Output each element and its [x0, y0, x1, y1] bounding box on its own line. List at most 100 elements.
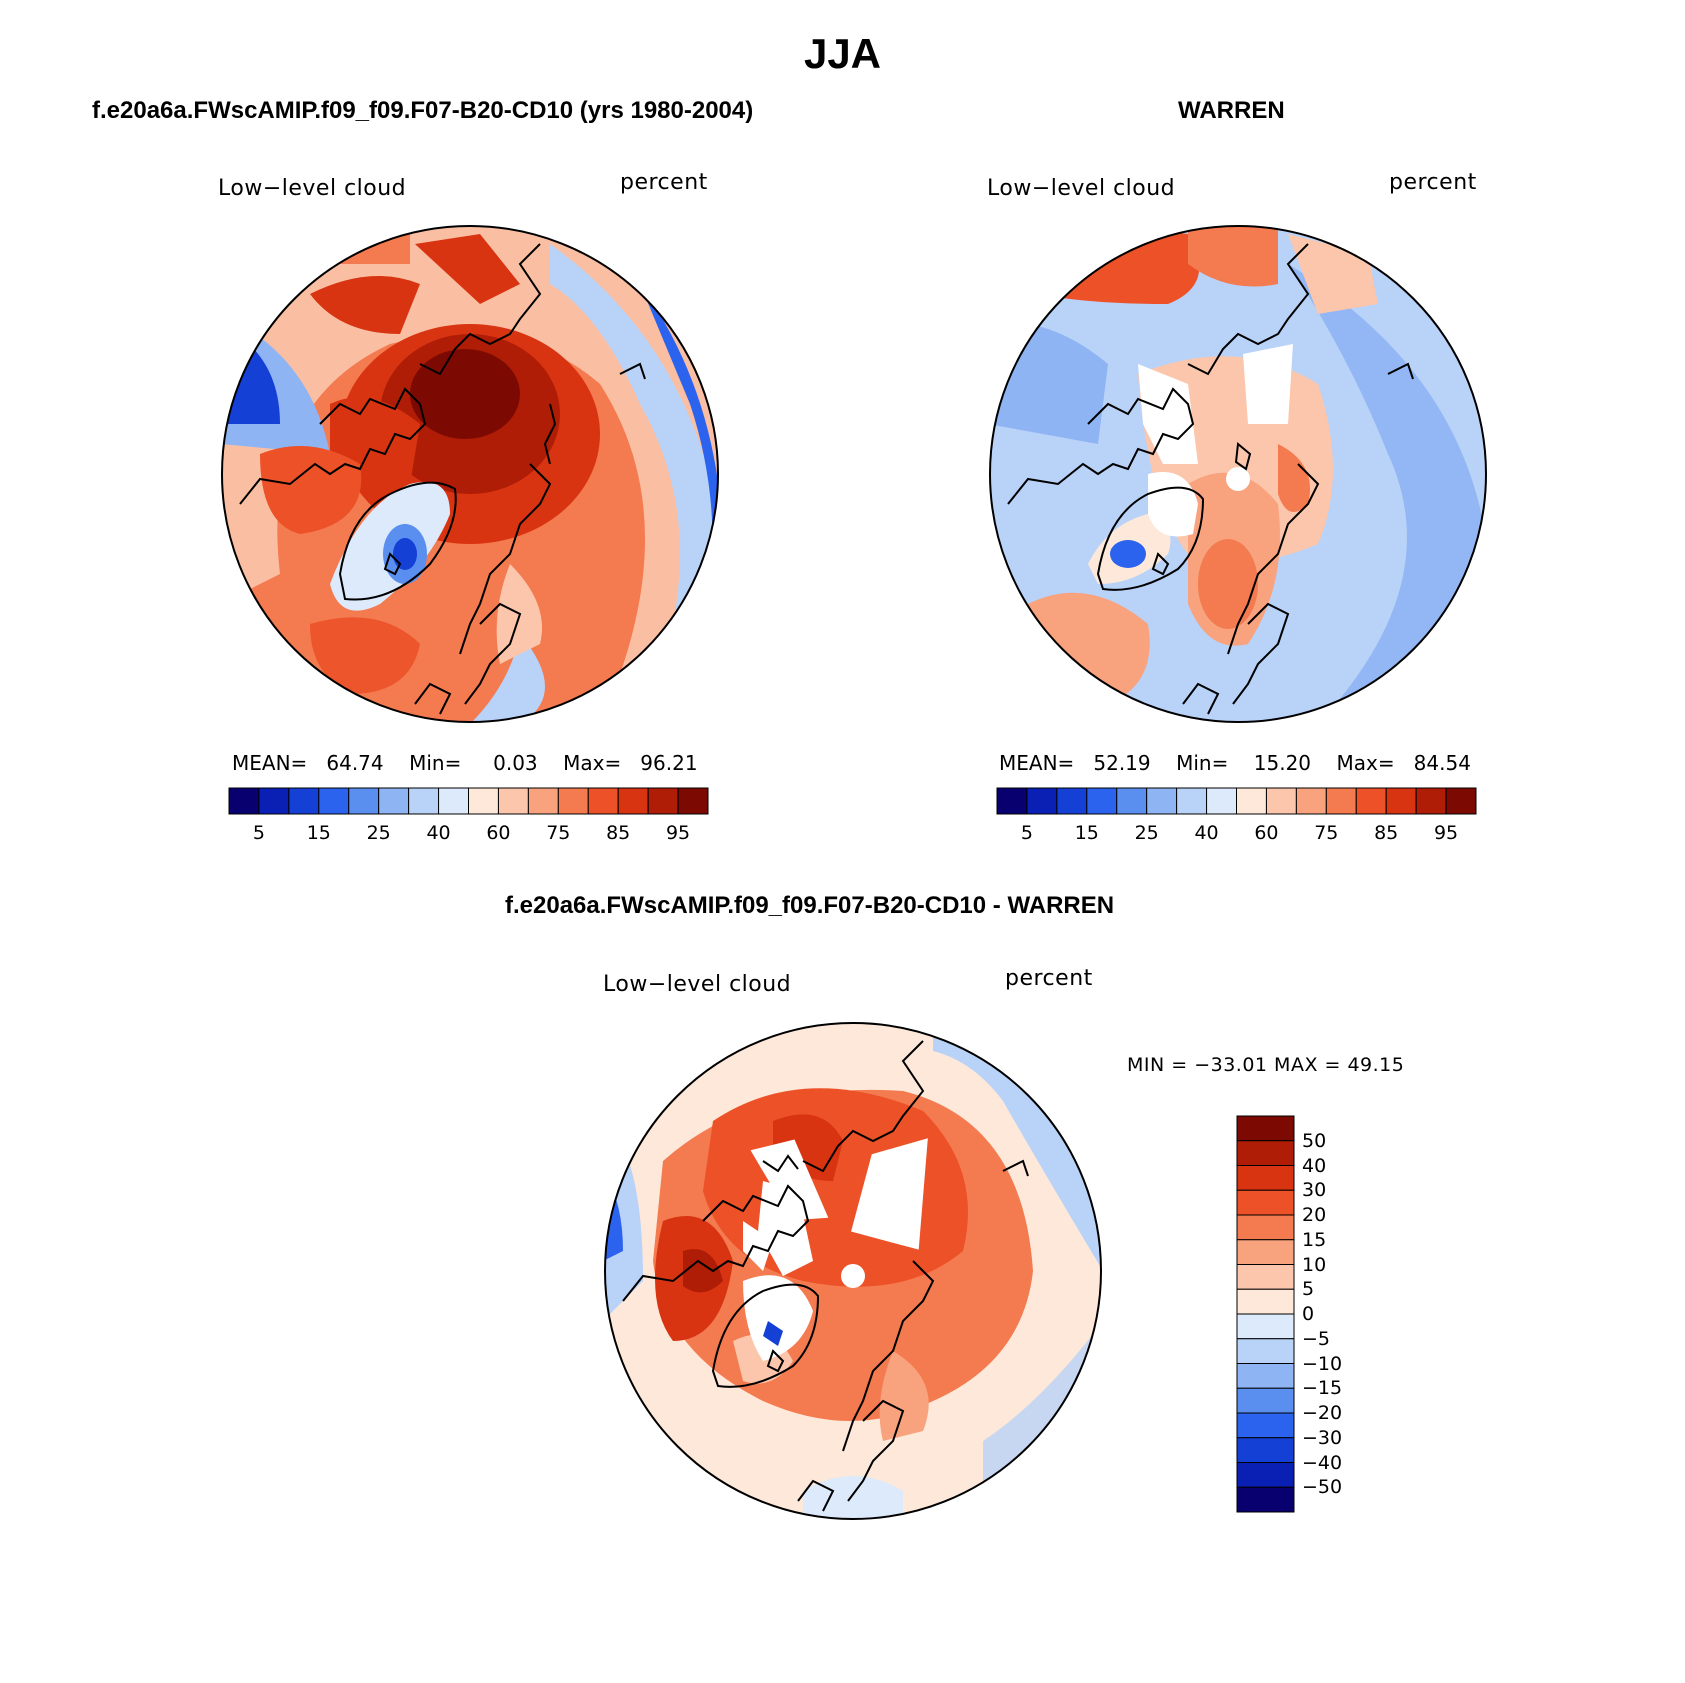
- colorbar-swatch: [527, 787, 559, 815]
- colorbar-swatch: [617, 787, 649, 815]
- colorbar-tick-label: 40: [1302, 1154, 1327, 1177]
- panel2-colorbar: [996, 787, 1477, 815]
- colorbar-tick-label: 10: [1302, 1253, 1327, 1276]
- colorbar-swatch: [1236, 1486, 1295, 1513]
- colorbar-swatch: [1236, 1189, 1295, 1216]
- panel1-min-value: 0.03: [493, 751, 538, 775]
- colorbar-swatch: [557, 787, 589, 815]
- colorbar-swatch: [1146, 787, 1178, 815]
- colorbar-tick-label: 40: [426, 822, 451, 844]
- colorbar-tick-label: 15: [1302, 1228, 1327, 1251]
- colorbar-swatch: [1236, 1313, 1295, 1340]
- colorbar-swatch: [1355, 787, 1387, 815]
- colorbar-tick-label: 95: [665, 822, 691, 844]
- panel3-map: [604, 1022, 1102, 1520]
- panel1-colorbar-ticks: 5 15 25 40 60 75 85 95: [229, 822, 708, 846]
- colorbar-tick-label: 60: [1254, 822, 1279, 844]
- colorbar-swatch: [408, 787, 440, 815]
- colorbar-swatch: [1026, 787, 1058, 815]
- colorbar-swatch: [1086, 787, 1118, 815]
- panel2-title: WARREN: [1178, 97, 1285, 124]
- colorbar-tick-label: 75: [546, 822, 571, 844]
- panel1-stats: MEAN= 64.74 Min= 0.03 Max= 96.21: [232, 751, 698, 775]
- panel2-max-value: 84.54: [1413, 751, 1471, 775]
- panel2-max-label: Max=: [1336, 751, 1395, 775]
- colorbar-swatch: [497, 787, 529, 815]
- panel1-map: [221, 225, 719, 723]
- panel2-min-label: Min=: [1176, 751, 1229, 775]
- colorbar-swatch: [1236, 1363, 1295, 1389]
- colorbar-tick-label: 30: [1302, 1179, 1327, 1202]
- colorbar-swatch: [1236, 1115, 1295, 1142]
- colorbar-tick-label: 60: [486, 822, 511, 844]
- colorbar-tick-label: −10: [1302, 1352, 1343, 1375]
- colorbar-swatch: [1265, 787, 1297, 815]
- colorbar-swatch: [348, 787, 380, 815]
- colorbar-tick-label: −30: [1302, 1426, 1343, 1449]
- panel2-colorbar-ticks: 5 15 25 40 60 75 85 95: [997, 822, 1476, 846]
- colorbar-swatch: [1236, 787, 1267, 815]
- colorbar-tick-label: 15: [306, 822, 331, 844]
- colorbar-swatch: [378, 787, 410, 815]
- panel2-map: [989, 225, 1487, 723]
- colorbar-tick-label: 25: [366, 822, 391, 844]
- colorbar-swatch: [1236, 1338, 1295, 1364]
- colorbar-swatch: [468, 787, 499, 815]
- colorbar-swatch: [1236, 1239, 1295, 1265]
- colorbar-swatch: [1236, 1165, 1295, 1191]
- colorbar-tick-label: −50: [1302, 1476, 1343, 1499]
- colorbar-tick-label: −15: [1302, 1377, 1343, 1400]
- panel1-mean-value: 64.74: [326, 751, 384, 775]
- colorbar-swatch: [1415, 787, 1447, 815]
- panel2-mean-label: MEAN=: [999, 751, 1075, 775]
- colorbar-swatch: [587, 787, 619, 815]
- colorbar-tick-label: −5: [1302, 1327, 1331, 1350]
- panel1-min-label: Min=: [409, 751, 462, 775]
- page-title: JJA: [803, 30, 882, 77]
- colorbar-swatch: [1236, 1387, 1295, 1414]
- colorbar-tick-label: 0: [1302, 1303, 1315, 1325]
- colorbar-swatch: [1116, 787, 1148, 815]
- colorbar-tick-label: 85: [1374, 822, 1399, 844]
- colorbar-swatch: [1236, 1462, 1295, 1488]
- colorbar-swatch: [318, 787, 350, 815]
- panel1-variable-label: Low−level cloud: [218, 176, 407, 201]
- colorbar-tick-label: 5: [252, 822, 265, 844]
- panel1-title: f.e20a6a.FWscAMIP.f09_f09.F07-B20-CD10 (…: [92, 97, 754, 124]
- colorbar-swatch: [1325, 787, 1357, 815]
- colorbar-tick-label: −20: [1302, 1402, 1343, 1424]
- colorbar-swatch: [1236, 1214, 1295, 1241]
- colorbar-tick-label: 20: [1302, 1204, 1327, 1226]
- colorbar-tick-label: 50: [1302, 1129, 1327, 1152]
- colorbar-swatch: [1056, 787, 1088, 815]
- colorbar-swatch: [258, 787, 290, 815]
- colorbar-swatch: [1206, 787, 1237, 815]
- panel1-units-label: percent: [620, 170, 708, 195]
- colorbar-swatch: [438, 787, 469, 815]
- panel1-mean-label: MEAN=: [232, 751, 308, 775]
- colorbar-swatch: [996, 787, 1028, 815]
- colorbar-tick-label: 40: [1194, 822, 1219, 844]
- colorbar-swatch: [677, 787, 709, 815]
- panel1-max-value: 96.21: [640, 751, 698, 775]
- panel1-colorbar: [228, 787, 709, 815]
- colorbar-tick-label: 5: [1302, 1278, 1315, 1301]
- colorbar-tick-label: 95: [1433, 822, 1459, 844]
- colorbar-tick-label: −40: [1302, 1451, 1343, 1474]
- panel3-colorbar-ticks: 50 40 30 20 15 10 5 0 −5 −10 −15 −20 −30 −40 −50: [1302, 1116, 1402, 1512]
- panel1-max-label: Max=: [563, 751, 622, 775]
- panel2-mean-value: 52.19: [1093, 751, 1151, 775]
- colorbar-swatch: [1295, 787, 1327, 815]
- colorbar-tick-label: 5: [1020, 822, 1033, 844]
- colorbar-tick-label: 15: [1074, 822, 1099, 844]
- colorbar-swatch: [1176, 787, 1208, 815]
- colorbar-tick-label: 75: [1314, 822, 1339, 844]
- colorbar-swatch: [1236, 1264, 1295, 1290]
- panel3-colorbar: [1236, 1115, 1295, 1513]
- colorbar-swatch: [1236, 1288, 1295, 1315]
- panel2-units-label: percent: [1389, 170, 1477, 195]
- colorbar-swatch: [1445, 787, 1477, 815]
- colorbar-swatch: [288, 787, 320, 815]
- colorbar-tick-label: 85: [606, 822, 631, 844]
- panel2-variable-label: Low−level cloud: [987, 176, 1176, 201]
